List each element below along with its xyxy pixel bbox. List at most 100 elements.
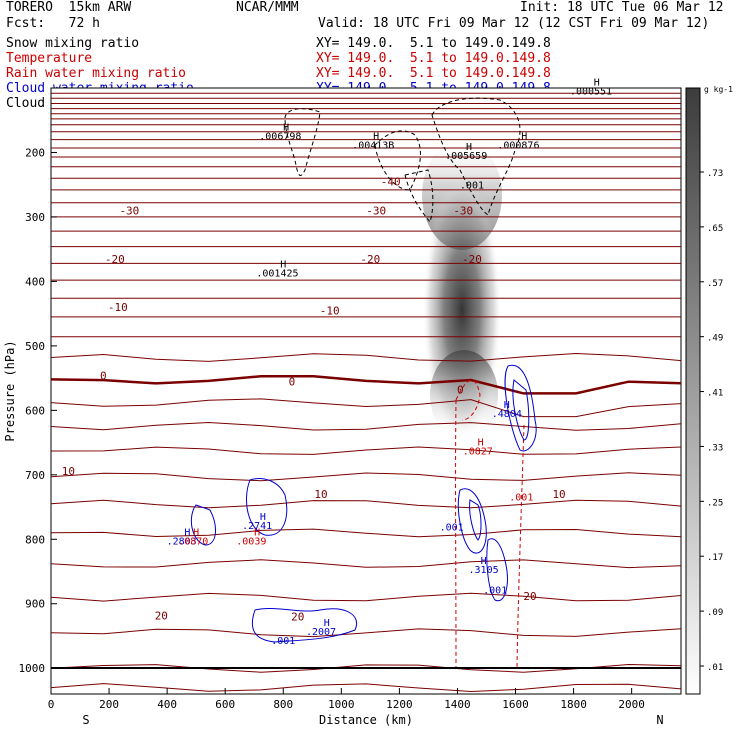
isotherm: [50, 446, 682, 455]
maximum-label: .3105: [469, 565, 499, 576]
maximum-label: .006798: [259, 132, 301, 143]
maxima-labels: H.006798 H.00413B H.005659.001H.000876H.00…: [167, 78, 612, 647]
y-axis-label: Pressure (hPa): [3, 340, 17, 441]
x-tick-label: 400: [157, 698, 177, 711]
x-tick-label: 1600: [502, 698, 529, 711]
isotherm: [50, 421, 682, 431]
maximum-label: .2741: [242, 521, 272, 532]
maximum-label: H: [184, 528, 190, 539]
isotherm-label: -20: [360, 253, 380, 266]
isotherm-label: -30: [119, 204, 139, 217]
maximum-label: .000551: [570, 87, 612, 98]
cloud-water-contours: [190, 364, 537, 643]
isotherm-label: 10: [552, 488, 565, 501]
y-tick-label: 1000: [19, 662, 46, 675]
maximum-label: H: [504, 400, 510, 411]
maximum-label: H: [260, 512, 266, 523]
maximum-label: .001: [271, 636, 295, 647]
isotherm-label: 20: [155, 609, 168, 622]
temperature-labels: -30 -30 -30 -20 -20 -20 -10 -10 0 0 0 10 10 10 20 20 20 -…: [62, 175, 566, 623]
plot-area: [50, 87, 682, 695]
isotherm: [50, 472, 682, 482]
colorbar-tick-label: .57: [707, 279, 723, 289]
colorbar: .01 .09 .17 .25 .33 .41 .49 .57 .65 .73 g kg-1: [685, 85, 733, 695]
north-label: N: [656, 713, 663, 727]
isotherm: [50, 374, 682, 395]
legend-range: XY= 149.0. 5.1 to 149.0.149.8: [316, 66, 551, 81]
legend-range: XY= 149.0. 5.1 to 149.0.149.8: [316, 51, 551, 66]
maximum-label: .001: [483, 586, 507, 597]
isotherm: [50, 528, 682, 538]
x-tick-label: 0: [48, 698, 55, 711]
x-tick-label: 1000: [328, 698, 355, 711]
colorbar-unit: g kg-1: [704, 85, 733, 94]
legend-range: XY= 149.0. 5.1 to 149.0.149.8: [316, 36, 551, 51]
x-tick-label: 200: [99, 698, 119, 711]
maximum-label: H: [373, 132, 379, 143]
south-label: S: [82, 713, 89, 727]
isotherm-label: -30: [366, 204, 386, 217]
maximum-label: H: [481, 556, 487, 567]
legend-entry: Rain water mixing ratio: [6, 66, 187, 81]
colorbar-tick-label: .41: [707, 389, 723, 399]
forecast-hour: Fcst: 72 h: [6, 16, 100, 31]
y-tick-label: 400: [25, 275, 45, 288]
colorbar-tick-label: .33: [707, 443, 723, 453]
maximum-label: .2803: [167, 537, 197, 548]
maximum-label: H: [254, 528, 260, 539]
maximum-label: H: [478, 437, 484, 448]
model-title: TORERO 15km ARW: [6, 0, 132, 15]
maximum-label: .005659: [445, 151, 487, 162]
isotherm-label: -20: [462, 253, 482, 266]
x-tick-label: 600: [215, 698, 235, 711]
maximum-label: .001: [460, 181, 484, 192]
isotherm: [50, 352, 682, 362]
legend-entry: Snow mixing ratio: [6, 36, 140, 51]
isotherm-label: -10: [320, 304, 340, 317]
y-tick-label: 300: [25, 211, 45, 224]
maximum-label: H: [280, 259, 286, 270]
y-tick-label: 500: [25, 340, 45, 353]
isotherm-label: 0: [289, 375, 296, 388]
isotherm-label: 10: [62, 465, 75, 478]
maximum-label: .0827: [463, 446, 493, 457]
isotherm: [50, 628, 682, 638]
maximum-label: .2007: [306, 627, 336, 638]
maximum-label: H: [324, 618, 330, 629]
maximum-label: H: [283, 123, 289, 134]
maximum-label: H: [521, 132, 527, 143]
colorbar-tick-label: .17: [707, 553, 723, 563]
colorbar-body: [685, 87, 701, 695]
colorbar-tick-label: .65: [707, 224, 723, 234]
x-tick-label: 1200: [386, 698, 413, 711]
x-tick-label: 800: [273, 698, 293, 711]
isotherm-label: 0: [100, 370, 107, 383]
isotherm: [50, 592, 682, 602]
colorbar-tick-label: .73: [707, 169, 723, 179]
y-tick-label: 800: [25, 533, 45, 546]
maximum-label: .000876: [497, 141, 539, 152]
x-axis-label: Distance (km): [319, 713, 413, 727]
colorbar-tick-label: .09: [707, 608, 723, 618]
center-label: NCAR/MMM: [236, 0, 299, 15]
maximum-label: .0870: [178, 537, 208, 548]
snow-shading: [422, 140, 502, 440]
axes: 0 200 400 600 800 1000 1200 1400 1600 1800 2000200…: [3, 146, 664, 727]
y-tick-label: 200: [25, 146, 45, 159]
isotherm-label: 0: [457, 384, 464, 397]
maximum-label: .00413B: [352, 141, 394, 152]
x-tick-label: 1800: [560, 698, 587, 711]
y-tick-label: 900: [25, 598, 45, 611]
y-tick-label: 700: [25, 469, 45, 482]
maximum-label: H: [193, 528, 199, 539]
isotherm: [50, 683, 682, 693]
x-tick-label: 1400: [444, 698, 471, 711]
maximum-label: H: [594, 78, 600, 89]
isotherm: [50, 499, 682, 509]
colorbar-tick-label: .25: [707, 498, 723, 508]
maximum-label: .001: [440, 522, 464, 533]
colorbar-tick-label: .49: [707, 334, 723, 344]
init-time: Init: 18 UTC Tue 06 Mar 12: [520, 0, 724, 15]
temperature-contours: [50, 92, 682, 693]
maximum-label: H: [466, 142, 472, 153]
